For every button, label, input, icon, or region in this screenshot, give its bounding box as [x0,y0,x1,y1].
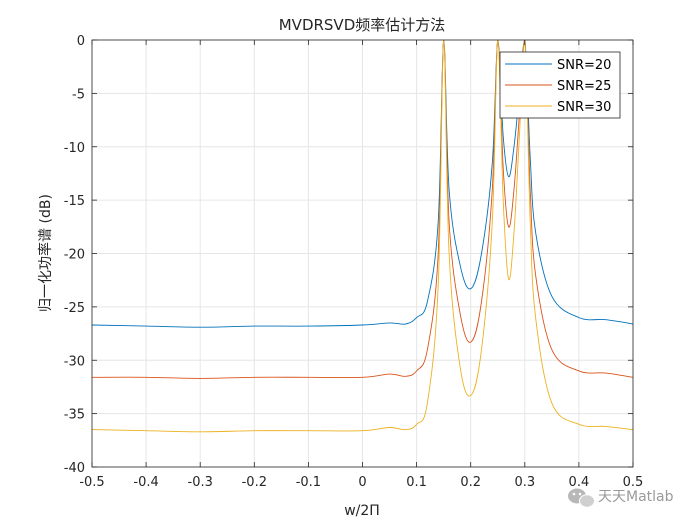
series-line-1 [91,39,634,328]
x-tick-label: 0.4 [569,475,590,490]
ticks [91,39,634,468]
y-tick-label: -40 [64,461,85,476]
y-tick-label: -5 [72,87,85,102]
x-tick-label: 0.2 [460,475,481,490]
watermark-text: 天天Matlab [598,489,674,505]
legend-label: SNR=20 [557,58,611,73]
y-tick-label: -15 [64,194,85,209]
x-tick-label: 0 [358,475,366,490]
y-axis-label: 归一化功率谱 (dB) [37,194,54,312]
tick-labels: -0.5 -0.4 -0.3 -0.2 -0.1 0 0.1 0.2 0.3 0.4 0.5 0 -5 -… [64,34,644,490]
wechat-icon [568,488,595,508]
legend: SNR=20 SNR=25 SNR=30 [499,51,621,119]
y-tick-label: -10 [64,141,85,156]
y-tick-label: 0 [77,34,85,49]
chart-title: MVDRSVD频率估计方法 [279,16,446,34]
x-tick-label: 0.1 [406,475,427,490]
x-tick-label: -0.2 [242,475,267,490]
y-tick-label: -30 [64,354,85,369]
y-tick-label: -35 [64,408,85,423]
x-tick-label: 0.3 [514,475,535,490]
y-tick-label: -25 [64,301,85,316]
x-tick-label: -0.1 [296,475,321,490]
legend-label: SNR=30 [557,100,611,115]
x-tick-label: 0.5 [623,475,644,490]
x-axis-label: w/2Π [344,503,380,519]
series-line-2 [91,39,634,379]
series-line-3 [91,39,634,433]
y-tick-label: -20 [64,248,85,263]
x-tick-label: -0.5 [79,475,104,490]
watermark: 天天Matlab [568,488,674,508]
legend-label: SNR=25 [557,79,611,94]
x-tick-label: -0.3 [188,475,213,490]
x-tick-label: -0.4 [133,475,158,490]
series-layer [91,39,634,433]
